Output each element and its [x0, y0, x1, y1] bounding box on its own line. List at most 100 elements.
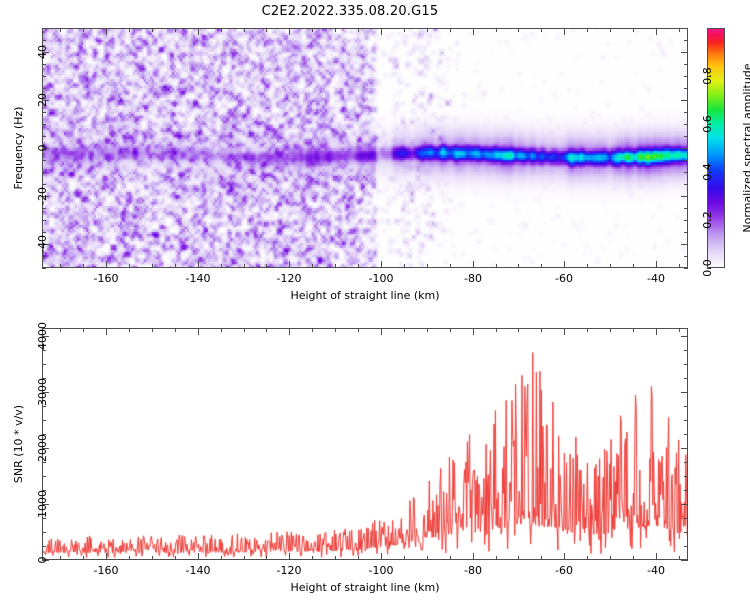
- axis-minor-tick: [335, 28, 336, 32]
- axis-minor-tick: [42, 434, 46, 435]
- figure-title: C2E2.2022.335.08.20.G15: [261, 4, 439, 19]
- axis-major-tick: [106, 261, 107, 268]
- y-tick-label: 4000: [36, 322, 49, 350]
- axis-minor-tick: [684, 462, 688, 463]
- axis-minor-tick: [42, 518, 46, 519]
- axis-major-tick: [106, 553, 107, 560]
- axis-minor-tick: [684, 434, 688, 435]
- axis-minor-tick: [221, 556, 222, 560]
- axis-major-tick: [381, 261, 382, 268]
- axis-minor-tick: [312, 556, 313, 560]
- axis-major-tick: [681, 244, 688, 245]
- axis-major-tick: [198, 553, 199, 560]
- axis-major-tick: [198, 261, 199, 268]
- axis-minor-tick: [404, 556, 405, 560]
- axis-minor-tick: [152, 28, 153, 32]
- x-tick-label: -100: [368, 272, 394, 285]
- axis-minor-tick: [42, 160, 46, 161]
- spectrogram-x-axis-title: Height of straight line (km): [290, 289, 440, 302]
- axis-minor-tick: [335, 264, 336, 268]
- axis-minor-tick: [496, 328, 497, 332]
- axis-major-tick: [198, 328, 199, 335]
- axis-minor-tick: [684, 232, 688, 233]
- axis-minor-tick: [42, 350, 46, 351]
- axis-minor-tick: [42, 40, 46, 41]
- axis-minor-tick: [450, 264, 451, 268]
- axis-minor-tick: [221, 28, 222, 32]
- axis-minor-tick: [42, 532, 46, 533]
- y-tick-label: 2000: [36, 434, 49, 462]
- y-tick-label: 20: [36, 93, 49, 107]
- axis-major-tick: [656, 28, 657, 35]
- spectrogram-image: [42, 28, 688, 268]
- x-tick-label: -60: [555, 564, 573, 577]
- axis-minor-tick: [684, 256, 688, 257]
- axis-minor-tick: [266, 556, 267, 560]
- x-tick-label: -80: [464, 272, 482, 285]
- axis-minor-tick: [679, 264, 680, 268]
- axis-minor-tick: [83, 264, 84, 268]
- axis-minor-tick: [175, 328, 176, 332]
- spectrogram-panel[interactable]: [42, 28, 688, 268]
- spectrogram-y-axis-title: Frequency (Hz): [12, 106, 25, 190]
- axis-major-tick: [289, 553, 290, 560]
- axis-minor-tick: [679, 328, 680, 332]
- axis-minor-tick: [633, 28, 634, 32]
- colorbar-tick-label: 0.4: [701, 163, 714, 181]
- axis-major-tick: [473, 28, 474, 35]
- x-tick-label: -140: [185, 564, 211, 577]
- axis-minor-tick: [633, 264, 634, 268]
- axis-minor-tick: [152, 556, 153, 560]
- axis-major-tick: [289, 261, 290, 268]
- axis-minor-tick: [541, 264, 542, 268]
- axis-minor-tick: [42, 112, 46, 113]
- axis-minor-tick: [244, 328, 245, 332]
- axis-minor-tick: [427, 264, 428, 268]
- axis-major-tick: [289, 28, 290, 35]
- axis-minor-tick: [42, 490, 46, 491]
- x-tick-label: -140: [185, 272, 211, 285]
- axis-minor-tick: [42, 406, 46, 407]
- axis-minor-tick: [221, 328, 222, 332]
- axis-minor-tick: [610, 264, 611, 268]
- colorbar-tick: [707, 268, 711, 269]
- y-tick-label: 0: [36, 556, 49, 564]
- axis-minor-tick: [587, 264, 588, 268]
- y-tick-label: 0: [36, 144, 49, 152]
- axis-minor-tick: [42, 256, 46, 257]
- axis-major-tick: [381, 328, 382, 335]
- axis-minor-tick: [587, 556, 588, 560]
- axis-minor-tick: [266, 28, 267, 32]
- axis-major-tick: [42, 336, 49, 337]
- axis-minor-tick: [175, 556, 176, 560]
- axis-minor-tick: [684, 268, 688, 269]
- axis-major-tick: [656, 328, 657, 335]
- axis-minor-tick: [42, 220, 46, 221]
- axis-minor-tick: [266, 328, 267, 332]
- axis-minor-tick: [358, 28, 359, 32]
- axis-major-tick: [42, 504, 49, 505]
- snr-panel[interactable]: [42, 328, 688, 560]
- axis-minor-tick: [684, 76, 688, 77]
- colorbar[interactable]: [707, 28, 725, 268]
- axis-minor-tick: [42, 420, 46, 421]
- axis-major-tick: [681, 196, 688, 197]
- axis-major-tick: [289, 328, 290, 335]
- axis-minor-tick: [450, 328, 451, 332]
- axis-minor-tick: [42, 208, 46, 209]
- axis-minor-tick: [518, 28, 519, 32]
- axis-minor-tick: [684, 220, 688, 221]
- axis-minor-tick: [175, 264, 176, 268]
- axis-major-tick: [564, 328, 565, 335]
- axis-minor-tick: [684, 406, 688, 407]
- axis-major-tick: [564, 28, 565, 35]
- axis-minor-tick: [633, 328, 634, 332]
- colorbar-tick: [707, 220, 711, 221]
- axis-minor-tick: [358, 328, 359, 332]
- axis-minor-tick: [496, 264, 497, 268]
- axis-major-tick: [42, 560, 49, 561]
- axis-minor-tick: [610, 328, 611, 332]
- axis-minor-tick: [684, 160, 688, 161]
- axis-major-tick: [198, 28, 199, 35]
- x-tick-label: -40: [647, 272, 665, 285]
